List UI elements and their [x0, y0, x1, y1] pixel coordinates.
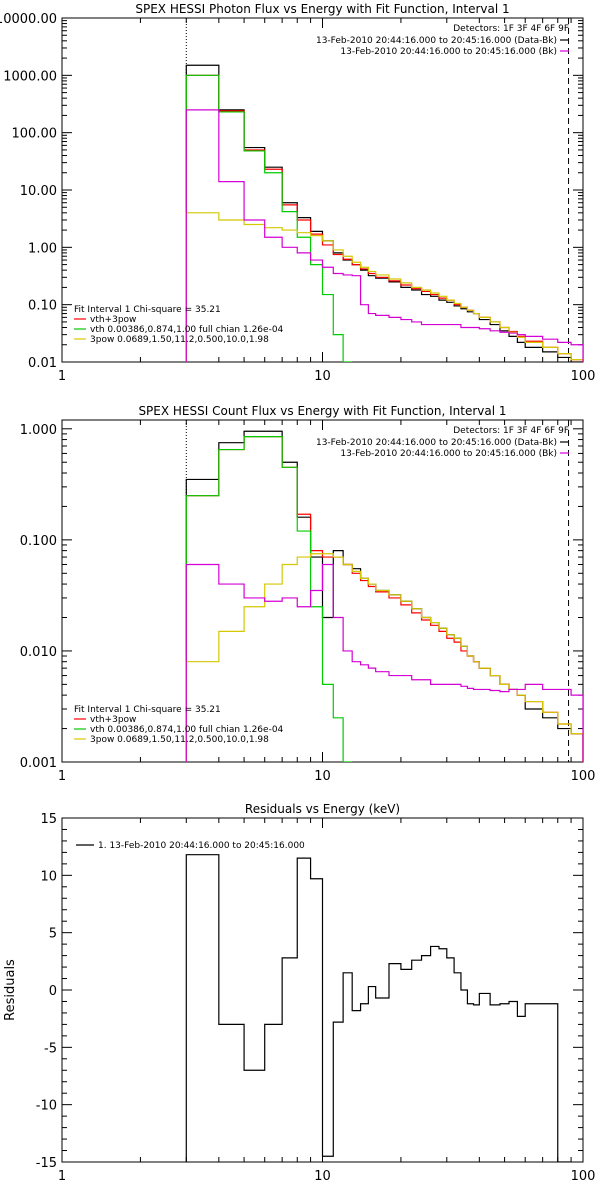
- series-line-1: [185, 64, 583, 362]
- y-tick-label: 0.001: [20, 756, 57, 771]
- x-tick-label: 10: [314, 369, 331, 384]
- y-tick-label: 1.000: [20, 423, 57, 438]
- series-line-4: [185, 212, 583, 362]
- y-tick-label: 5: [49, 927, 57, 942]
- x-tick-label: 1: [58, 769, 66, 784]
- legend-entry: 3pow 0.0689,1.50,11.2,0.500,10.0,1.98: [90, 335, 269, 345]
- y-tick-label: 0.01: [28, 356, 57, 371]
- chart-title: Residuals vs Energy (keV): [245, 802, 400, 816]
- series-line-2: [185, 436, 583, 762]
- series-line-1: [185, 854, 572, 1162]
- chart-panel-3: Residuals vs Energy (keV) 1 10 100 -15 -10 -5 0…: [3, 802, 595, 1184]
- detectors-label: Detectors: 1F 3F 4F 6F 9F: [453, 24, 569, 34]
- y-tick-label: 10000.00: [0, 12, 57, 27]
- legend-entry: vth 0.00386,0.874,1.00 full chian 1.26e-…: [90, 725, 284, 735]
- legend-title: Fit Interval 1 Chi-square = 35.21: [74, 705, 221, 715]
- series-line-5: [185, 109, 583, 362]
- y-axis: 0.001 0.010 0.100 1.000: [20, 423, 583, 771]
- series-line-5: [185, 563, 583, 762]
- y-tick-label: 10.00: [20, 184, 57, 199]
- y-tick-label: 10: [40, 869, 57, 884]
- series-line-1: [185, 430, 583, 762]
- series-line-3: [185, 436, 353, 762]
- header-time-range: 13-Feb-2010 20:44:16.000 to 20:45:16.000…: [316, 36, 557, 46]
- legend-entry: vth+3pow: [90, 315, 136, 325]
- x-tick-label: 1: [58, 1169, 66, 1184]
- y-tick-label: -10: [36, 1099, 57, 1114]
- y-tick-label: 1000.00: [3, 69, 57, 84]
- x-axis: 1 10 100: [58, 18, 596, 384]
- legend: Fit Interval 1 Chi-square = 35.21vth+3po…: [74, 305, 284, 345]
- chart-title: SPEX HESSI Count Flux vs Energy with Fit…: [138, 404, 506, 418]
- chart-panel-2: SPEX HESSI Count Flux vs Energy with Fit…: [20, 404, 596, 784]
- series-line-2: [185, 74, 583, 362]
- legend-entry: vth+3pow: [90, 715, 136, 725]
- legend-entry: 3pow 0.0689,1.50,11.2,0.500,10.0,1.98: [90, 735, 269, 745]
- detectors-label: Detectors: 1F 3F 4F 6F 9F: [453, 426, 569, 436]
- x-tick-label: 100: [571, 1169, 596, 1184]
- header-time-range: 13-Feb-2010 20:44:16.000 to 20:45:16.000…: [316, 438, 557, 448]
- y-tick-label: 15: [40, 812, 57, 827]
- y-tick-label: 0.10: [28, 299, 57, 314]
- y-tick-label: 1.00: [28, 241, 57, 256]
- x-axis: 1 10 100: [58, 818, 596, 1184]
- x-tick-label: 1: [58, 369, 66, 384]
- legend-title: Fit Interval 1 Chi-square = 35.21: [74, 305, 221, 315]
- x-tick-label: 10: [314, 1169, 331, 1184]
- legend-entry: vth 0.00386,0.874,1.00 full chian 1.26e-…: [90, 325, 284, 335]
- header-block: Detectors: 1F 3F 4F 6F 9F 13-Feb-2010 20:…: [316, 426, 569, 459]
- header-block: Detectors: 1F 3F 4F 6F 9F 13-Feb-2010 20:…: [316, 24, 569, 57]
- y-tick-label: 0.010: [20, 645, 57, 660]
- x-tick-label: 100: [571, 769, 596, 784]
- series-line-3: [185, 74, 353, 362]
- y-tick-label: 0.100: [20, 534, 57, 549]
- y-tick-label: -15: [36, 1156, 57, 1171]
- x-tick-label: 100: [571, 369, 596, 384]
- legend-entry: 1. 13-Feb-2010 20:44:16.000 to 20:45:16.…: [98, 841, 305, 851]
- y-axis-label: Residuals: [3, 959, 18, 1021]
- header-time-range: 13-Feb-2010 20:44:16.000 to 20:45:16.000…: [340, 449, 557, 459]
- legend: 1. 13-Feb-2010 20:44:16.000 to 20:45:16.…: [76, 841, 305, 851]
- y-tick-label: 100.00: [12, 127, 58, 142]
- header-time-range: 13-Feb-2010 20:44:16.000 to 20:45:16.000…: [340, 47, 557, 57]
- y-tick-label: -5: [44, 1041, 57, 1056]
- chart-title: SPEX HESSI Photon Flux vs Energy with Fi…: [135, 2, 509, 16]
- x-tick-label: 10: [314, 769, 331, 784]
- legend: Fit Interval 1 Chi-square = 35.21vth+3po…: [74, 705, 284, 745]
- chart-panel-1: SPEX HESSI Photon Flux vs Energy with Fi…: [0, 2, 595, 384]
- y-tick-label: 0: [49, 984, 57, 999]
- y-axis: 0.01 0.10 1.00 10.00 100.00 1000.00 10000.00: [0, 12, 583, 371]
- y-axis: -15 -10 -5 0 5 10 15: [36, 812, 583, 1171]
